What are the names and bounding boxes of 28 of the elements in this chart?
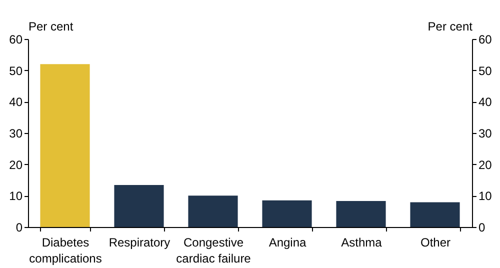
y2-tick-label: 10: [478, 189, 492, 204]
y2-tick-label: 30: [478, 126, 492, 140]
x-tick-label: Congestive cardiac failure: [176, 236, 252, 266]
x-tick-label: Diabetes complications: [29, 236, 102, 266]
y-tick-label: 40: [9, 95, 23, 110]
y-tick-label: 0: [16, 220, 23, 234]
bar: [40, 64, 90, 227]
y-tick-label: 50: [9, 64, 23, 78]
y-tick-label: 20: [9, 158, 23, 172]
bar: [336, 200, 386, 227]
y-axis-title: Per cent: [28, 20, 74, 34]
y-tick-label: 30: [9, 126, 23, 140]
x-tick-label: Other: [420, 236, 451, 250]
y2-tick-label: 20: [478, 158, 492, 172]
y2-tick-label: 0: [478, 220, 486, 234]
x-tick-label: Asthma: [341, 236, 382, 250]
bar: [188, 196, 238, 227]
y2-tick-label: 40: [478, 95, 492, 110]
y-tick-label: 60: [9, 32, 23, 46]
x-tick-label: Respiratory: [108, 236, 170, 250]
bar: [262, 200, 312, 227]
bar: [410, 202, 460, 227]
bar: [114, 185, 164, 227]
x-tick-label: Angina: [268, 236, 307, 250]
y-tick-label: 10: [9, 189, 23, 204]
y2-tick-label: 60: [478, 32, 492, 46]
y2-tick-label: 50: [478, 64, 492, 78]
y2-axis-title: Per cent: [428, 20, 474, 34]
